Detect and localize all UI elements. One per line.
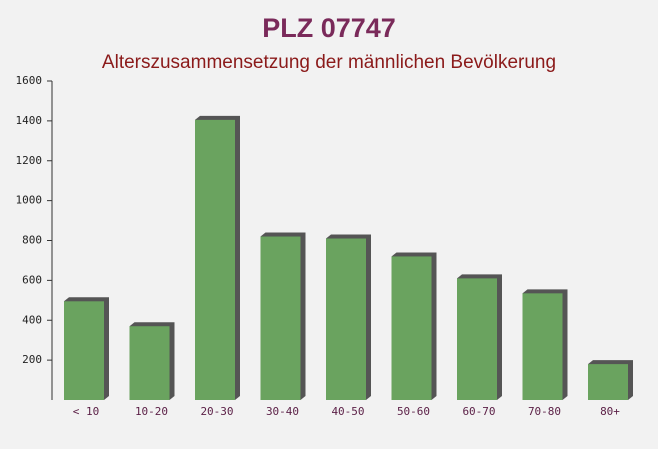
x-tick-label: 60-70 (462, 405, 495, 418)
x-tick-label: 30-40 (266, 405, 299, 418)
bar (326, 238, 366, 400)
bar (522, 293, 563, 400)
bar (457, 278, 497, 400)
y-tick-label: 1000 (16, 194, 43, 207)
y-tick-label: 200 (22, 353, 42, 366)
y-tick-label: 400 (22, 313, 42, 326)
bar (129, 326, 170, 400)
bar (64, 301, 104, 400)
x-tick-label: 10-20 (135, 405, 168, 418)
y-tick-label: 1400 (16, 114, 43, 127)
y-tick-label: 800 (22, 234, 42, 247)
y-tick-label: 1200 (16, 154, 43, 167)
y-tick-label: 1600 (16, 74, 43, 87)
bar (588, 364, 628, 400)
x-tick-label: 70-80 (528, 405, 561, 418)
chart-title: PLZ 07747 (262, 13, 396, 43)
x-tick-label: 80+ (600, 405, 620, 418)
x-tick-label: 40-50 (331, 405, 364, 418)
bar (391, 256, 432, 400)
bar (260, 236, 301, 400)
x-tick-label: 50-60 (397, 405, 430, 418)
chart-subtitle: Alterszusammensetzung der männlichen Bev… (102, 52, 556, 73)
x-tick-label: < 10 (73, 405, 100, 418)
x-tick-label: 20-30 (200, 405, 233, 418)
bar (195, 119, 235, 401)
y-tick-label: 600 (22, 273, 42, 286)
